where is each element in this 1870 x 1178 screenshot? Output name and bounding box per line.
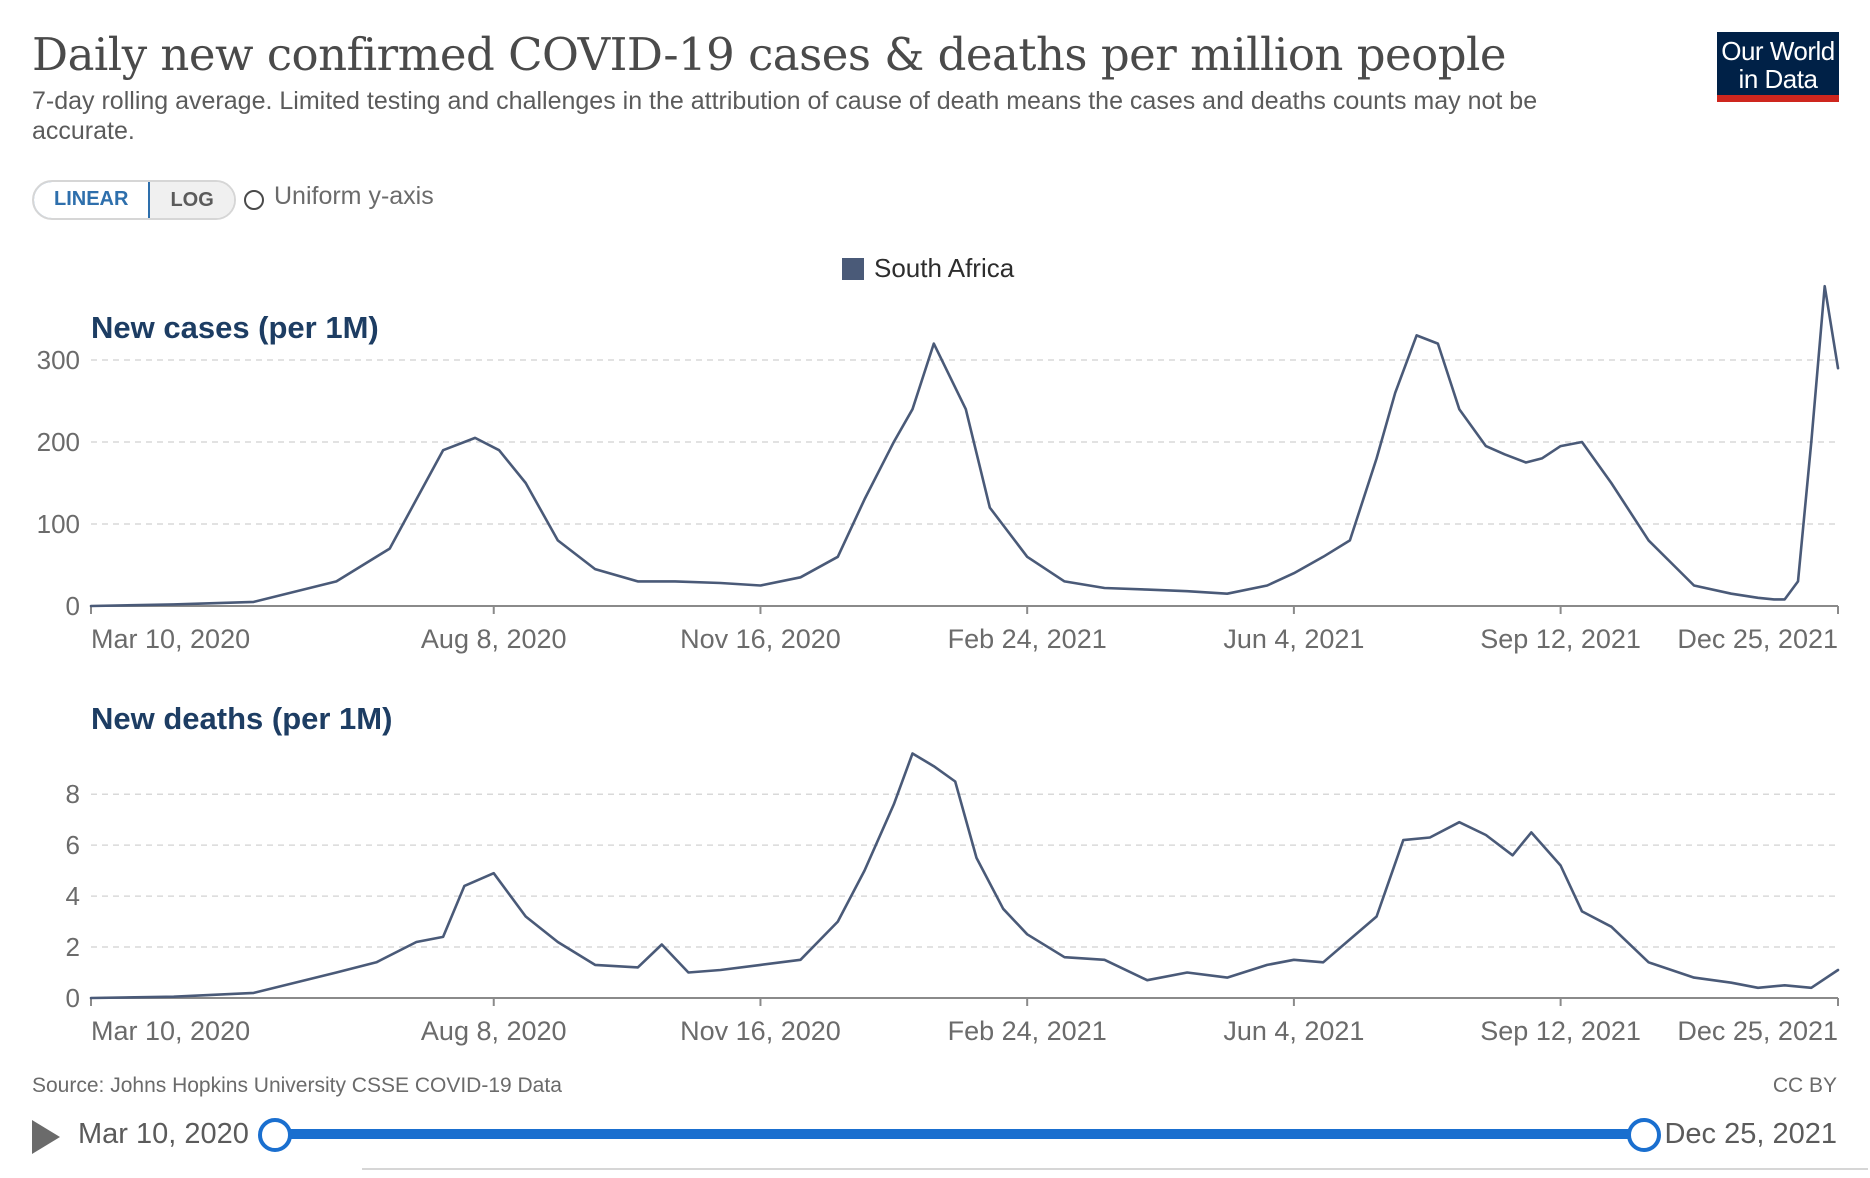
logo-line-2: in Data <box>1738 64 1818 94</box>
log-button[interactable]: LOG <box>150 182 234 218</box>
x-tick-label: Feb 24, 2021 <box>948 1016 1107 1046</box>
y-tick-label: 8 <box>66 779 80 809</box>
timeline-track[interactable] <box>274 1129 1644 1139</box>
legend-swatch <box>842 257 864 280</box>
x-tick-label: Nov 16, 2020 <box>680 1016 841 1046</box>
play-icon[interactable] <box>32 1120 60 1154</box>
chart-subtitle: 7-day rolling average. Limited testing a… <box>32 87 1538 145</box>
series-line-south-africa[interactable] <box>89 752 1840 1000</box>
uniform-y-axis-label: Uniform y-axis <box>274 182 434 210</box>
logo-line-1: Our World <box>1721 36 1835 66</box>
x-tick-label: Jun 4, 2021 <box>1223 1016 1364 1046</box>
uniform-y-axis-option[interactable]: Uniform y-axis <box>244 182 434 211</box>
y-tick-label: 6 <box>66 830 80 860</box>
scale-toggle: LINEAR LOG <box>32 180 236 220</box>
timeline-start-handle[interactable] <box>258 1118 292 1152</box>
x-tick-label: Nov 16, 2020 <box>680 624 841 654</box>
y-tick-label: 200 <box>37 427 80 457</box>
timeline-end-handle[interactable] <box>1627 1118 1661 1152</box>
x-tick-label: Mar 10, 2020 <box>91 1016 250 1046</box>
linear-button[interactable]: LINEAR <box>33 182 151 218</box>
y-tick-label: 2 <box>66 932 80 962</box>
x-tick-label: Dec 25, 2021 <box>1677 1016 1838 1046</box>
y-tick-label: 300 <box>37 345 80 375</box>
y-tick-label: 0 <box>66 983 80 1013</box>
timeline-end-label: Dec 25, 2021 <box>1664 1118 1837 1150</box>
x-tick-label: Aug 8, 2020 <box>421 624 567 654</box>
timeline-start-label: Mar 10, 2020 <box>78 1118 249 1150</box>
x-tick-label: Sep 12, 2021 <box>1480 624 1641 654</box>
source-note[interactable]: Source: Johns Hopkins University CSSE CO… <box>32 1074 562 1097</box>
charts-svg: New cases (per 1M) 0 100 200 300 Mar 10, 2020… <box>37 284 1840 1046</box>
x-tick-label: Dec 25, 2021 <box>1677 624 1838 654</box>
y-tick-label: 4 <box>66 881 80 911</box>
chart-title: Daily new confirmed COVID-19 cases & dea… <box>32 28 1507 81</box>
x-tick-label: Aug 8, 2020 <box>421 1016 567 1046</box>
y-tick-label: 0 <box>66 591 80 621</box>
panel-title: New cases (per 1M) <box>91 310 379 345</box>
x-tick-label: Jun 4, 2021 <box>1223 624 1364 654</box>
owid-logo[interactable]: Our World in Data <box>1717 32 1839 102</box>
y-tick-label: 100 <box>37 509 80 539</box>
x-tick-label: Sep 12, 2021 <box>1480 1016 1641 1046</box>
series-line-south-africa[interactable] <box>89 284 1840 608</box>
bottom-tab-bar <box>362 1168 1868 1178</box>
license-link[interactable]: CC BY <box>1772 1074 1837 1097</box>
radio-icon[interactable] <box>244 189 264 210</box>
x-tick-label: Feb 24, 2021 <box>948 624 1107 654</box>
legend[interactable]: South Africa <box>842 253 1014 284</box>
panel-title: New deaths (per 1M) <box>91 701 392 736</box>
legend-label: South Africa <box>874 253 1015 283</box>
x-tick-label: Mar 10, 2020 <box>91 624 250 654</box>
